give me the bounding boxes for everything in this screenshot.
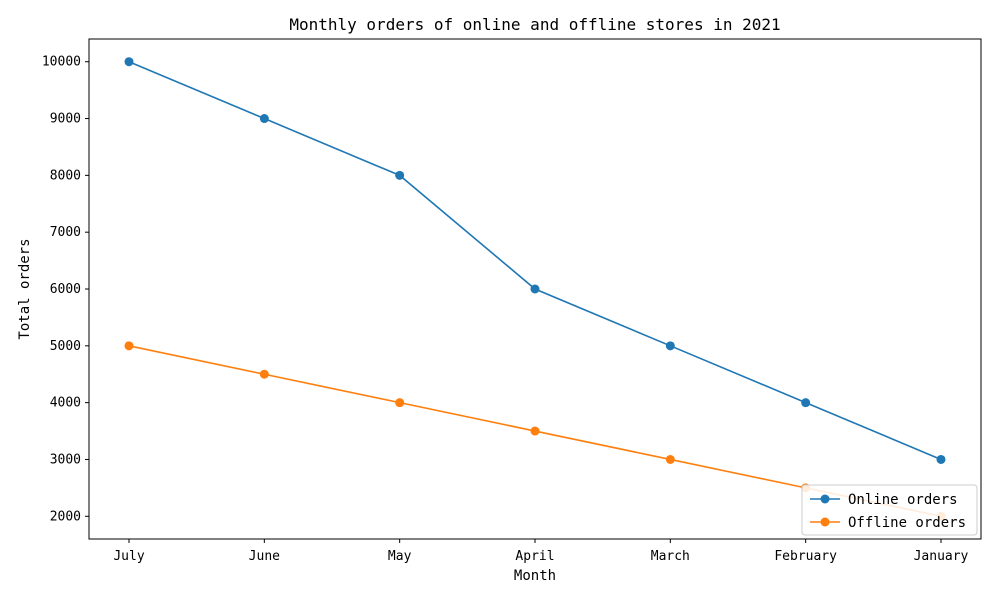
y-tick-label: 7000: [50, 225, 81, 240]
data-point: [124, 341, 134, 351]
data-point: [801, 398, 811, 408]
legend-swatch-marker: [820, 517, 830, 527]
x-tick-label: June: [249, 549, 280, 564]
data-point: [259, 369, 269, 379]
data-point: [395, 170, 405, 180]
y-tick-label: 9000: [50, 112, 81, 127]
data-point: [665, 341, 675, 351]
x-axis-title: Month: [514, 568, 556, 584]
plot-frame: [88, 38, 982, 540]
y-tick-label: 3000: [50, 452, 81, 467]
x-tick-label: July: [113, 549, 144, 564]
data-point: [124, 57, 134, 67]
x-tick-label: January: [914, 549, 969, 564]
x-tick-label: May: [388, 549, 412, 564]
x-tick-label: March: [651, 549, 690, 564]
legend-label: Offline orders: [848, 515, 966, 531]
legend-swatch-marker: [820, 494, 830, 504]
x-tick-label: February: [774, 549, 837, 564]
y-tick-label: 4000: [50, 396, 81, 411]
data-point: [665, 454, 675, 464]
y-tick-label: 6000: [50, 282, 81, 297]
chart-title: Monthly orders of online and offline sto…: [289, 15, 780, 34]
data-point: [530, 426, 540, 436]
data-point: [936, 454, 946, 464]
y-tick-label: 2000: [50, 509, 81, 524]
data-point: [259, 114, 269, 124]
data-point: [395, 398, 405, 408]
y-axis-title: Total orders: [17, 238, 33, 339]
y-tick-label: 10000: [42, 55, 81, 70]
y-tick-label: 5000: [50, 339, 81, 354]
legend-box: [801, 484, 978, 536]
legend-label: Online orders: [848, 492, 958, 508]
x-tick-label: April: [515, 549, 554, 564]
data-point: [530, 284, 540, 294]
y-tick-label: 8000: [50, 168, 81, 183]
